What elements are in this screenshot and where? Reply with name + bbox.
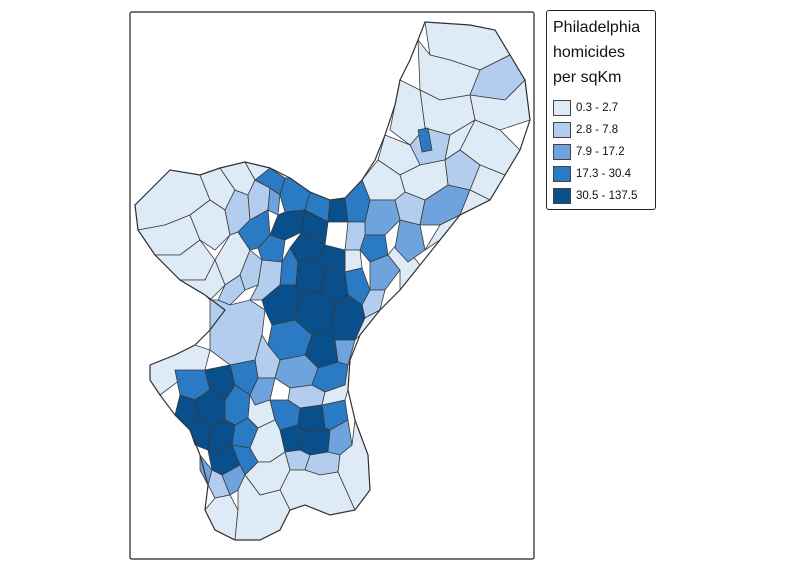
legend-item-class-5: 30.5 - 137.5 xyxy=(553,186,649,206)
census-tract xyxy=(321,359,351,406)
census-tract xyxy=(297,404,326,433)
legend-title-line-3: per sqKm xyxy=(553,69,622,86)
legend-item-class-4: 17.3 - 30.4 xyxy=(553,164,649,184)
map-legend: Philadelphia homicides per sqKm 0.3 - 2.… xyxy=(546,10,656,210)
legend-label: 2.8 - 7.8 xyxy=(576,124,619,136)
census-tract xyxy=(327,197,349,223)
legend-swatch xyxy=(553,166,571,182)
legend-swatch xyxy=(553,188,571,204)
legend-title-line-1: Philadelphia xyxy=(553,19,641,36)
census-tract xyxy=(257,234,286,263)
legend-label: 30.5 - 137.5 xyxy=(576,190,638,202)
legend-label: 17.3 - 30.4 xyxy=(576,168,631,180)
city-boundary xyxy=(134,21,531,541)
census-tract xyxy=(394,219,426,263)
census-tract xyxy=(369,254,401,291)
legend-title-line-2: homicides xyxy=(553,44,626,61)
legend-swatch xyxy=(553,144,571,160)
legend-swatch xyxy=(553,100,571,116)
legend-item-class-2: 2.8 - 7.8 xyxy=(553,120,649,140)
legend-swatch xyxy=(553,122,571,138)
census-tract xyxy=(217,274,246,306)
legend-label: 7.9 - 17.2 xyxy=(576,146,625,158)
legend-label: 0.3 - 2.7 xyxy=(576,102,619,114)
census-tract xyxy=(417,127,433,153)
census-tract xyxy=(344,221,366,251)
legend-title: Philadelphia homicides per sqKm xyxy=(553,15,649,90)
legend-item-class-1: 0.3 - 2.7 xyxy=(553,98,649,118)
legend-item-class-3: 7.9 - 17.2 xyxy=(553,142,649,162)
census-tracts xyxy=(134,21,531,541)
